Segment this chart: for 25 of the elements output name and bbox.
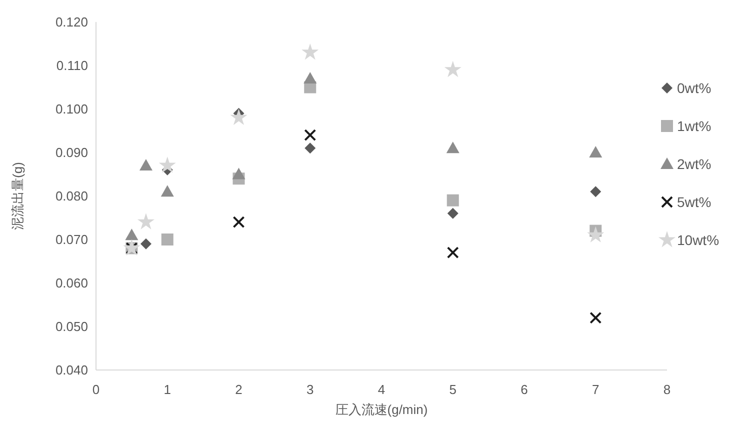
y-tick-label: 0.100 (55, 102, 88, 117)
y-tick-label: 0.080 (55, 188, 88, 204)
legend-label: 2wt% (677, 156, 712, 172)
x-tick-label: 0 (92, 382, 100, 397)
legend-label: 5wt% (677, 194, 712, 210)
x-tick-label: 5 (449, 382, 456, 397)
legend-label: 10wt% (677, 232, 720, 248)
y-tick-label: 0.110 (56, 58, 88, 74)
x-tick-label: 2 (235, 382, 242, 397)
y-tick-label: 0.090 (55, 145, 88, 160)
y-tick-label: 0.050 (55, 319, 88, 334)
y-tick-label: 0.060 (55, 276, 88, 291)
legend-label: 0wt% (677, 80, 712, 96)
y-tick-label: 0.120 (55, 14, 88, 30)
y-tick-label: 0.040 (55, 362, 88, 378)
legend-label: 1wt% (677, 118, 712, 134)
y-tick-label: 0.070 (55, 232, 88, 248)
x-tick-label: 7 (592, 382, 600, 397)
x-tick-label: 1 (164, 382, 171, 397)
x-tick-label: 6 (520, 382, 528, 397)
y-axis-title: 泥流出量(g) (10, 162, 25, 230)
x-tick-label: 8 (663, 382, 671, 397)
x-axis-title: 圧入流速(g/min) (335, 402, 428, 417)
x-tick-label: 3 (306, 382, 314, 397)
x-tick-label: 4 (378, 382, 386, 397)
